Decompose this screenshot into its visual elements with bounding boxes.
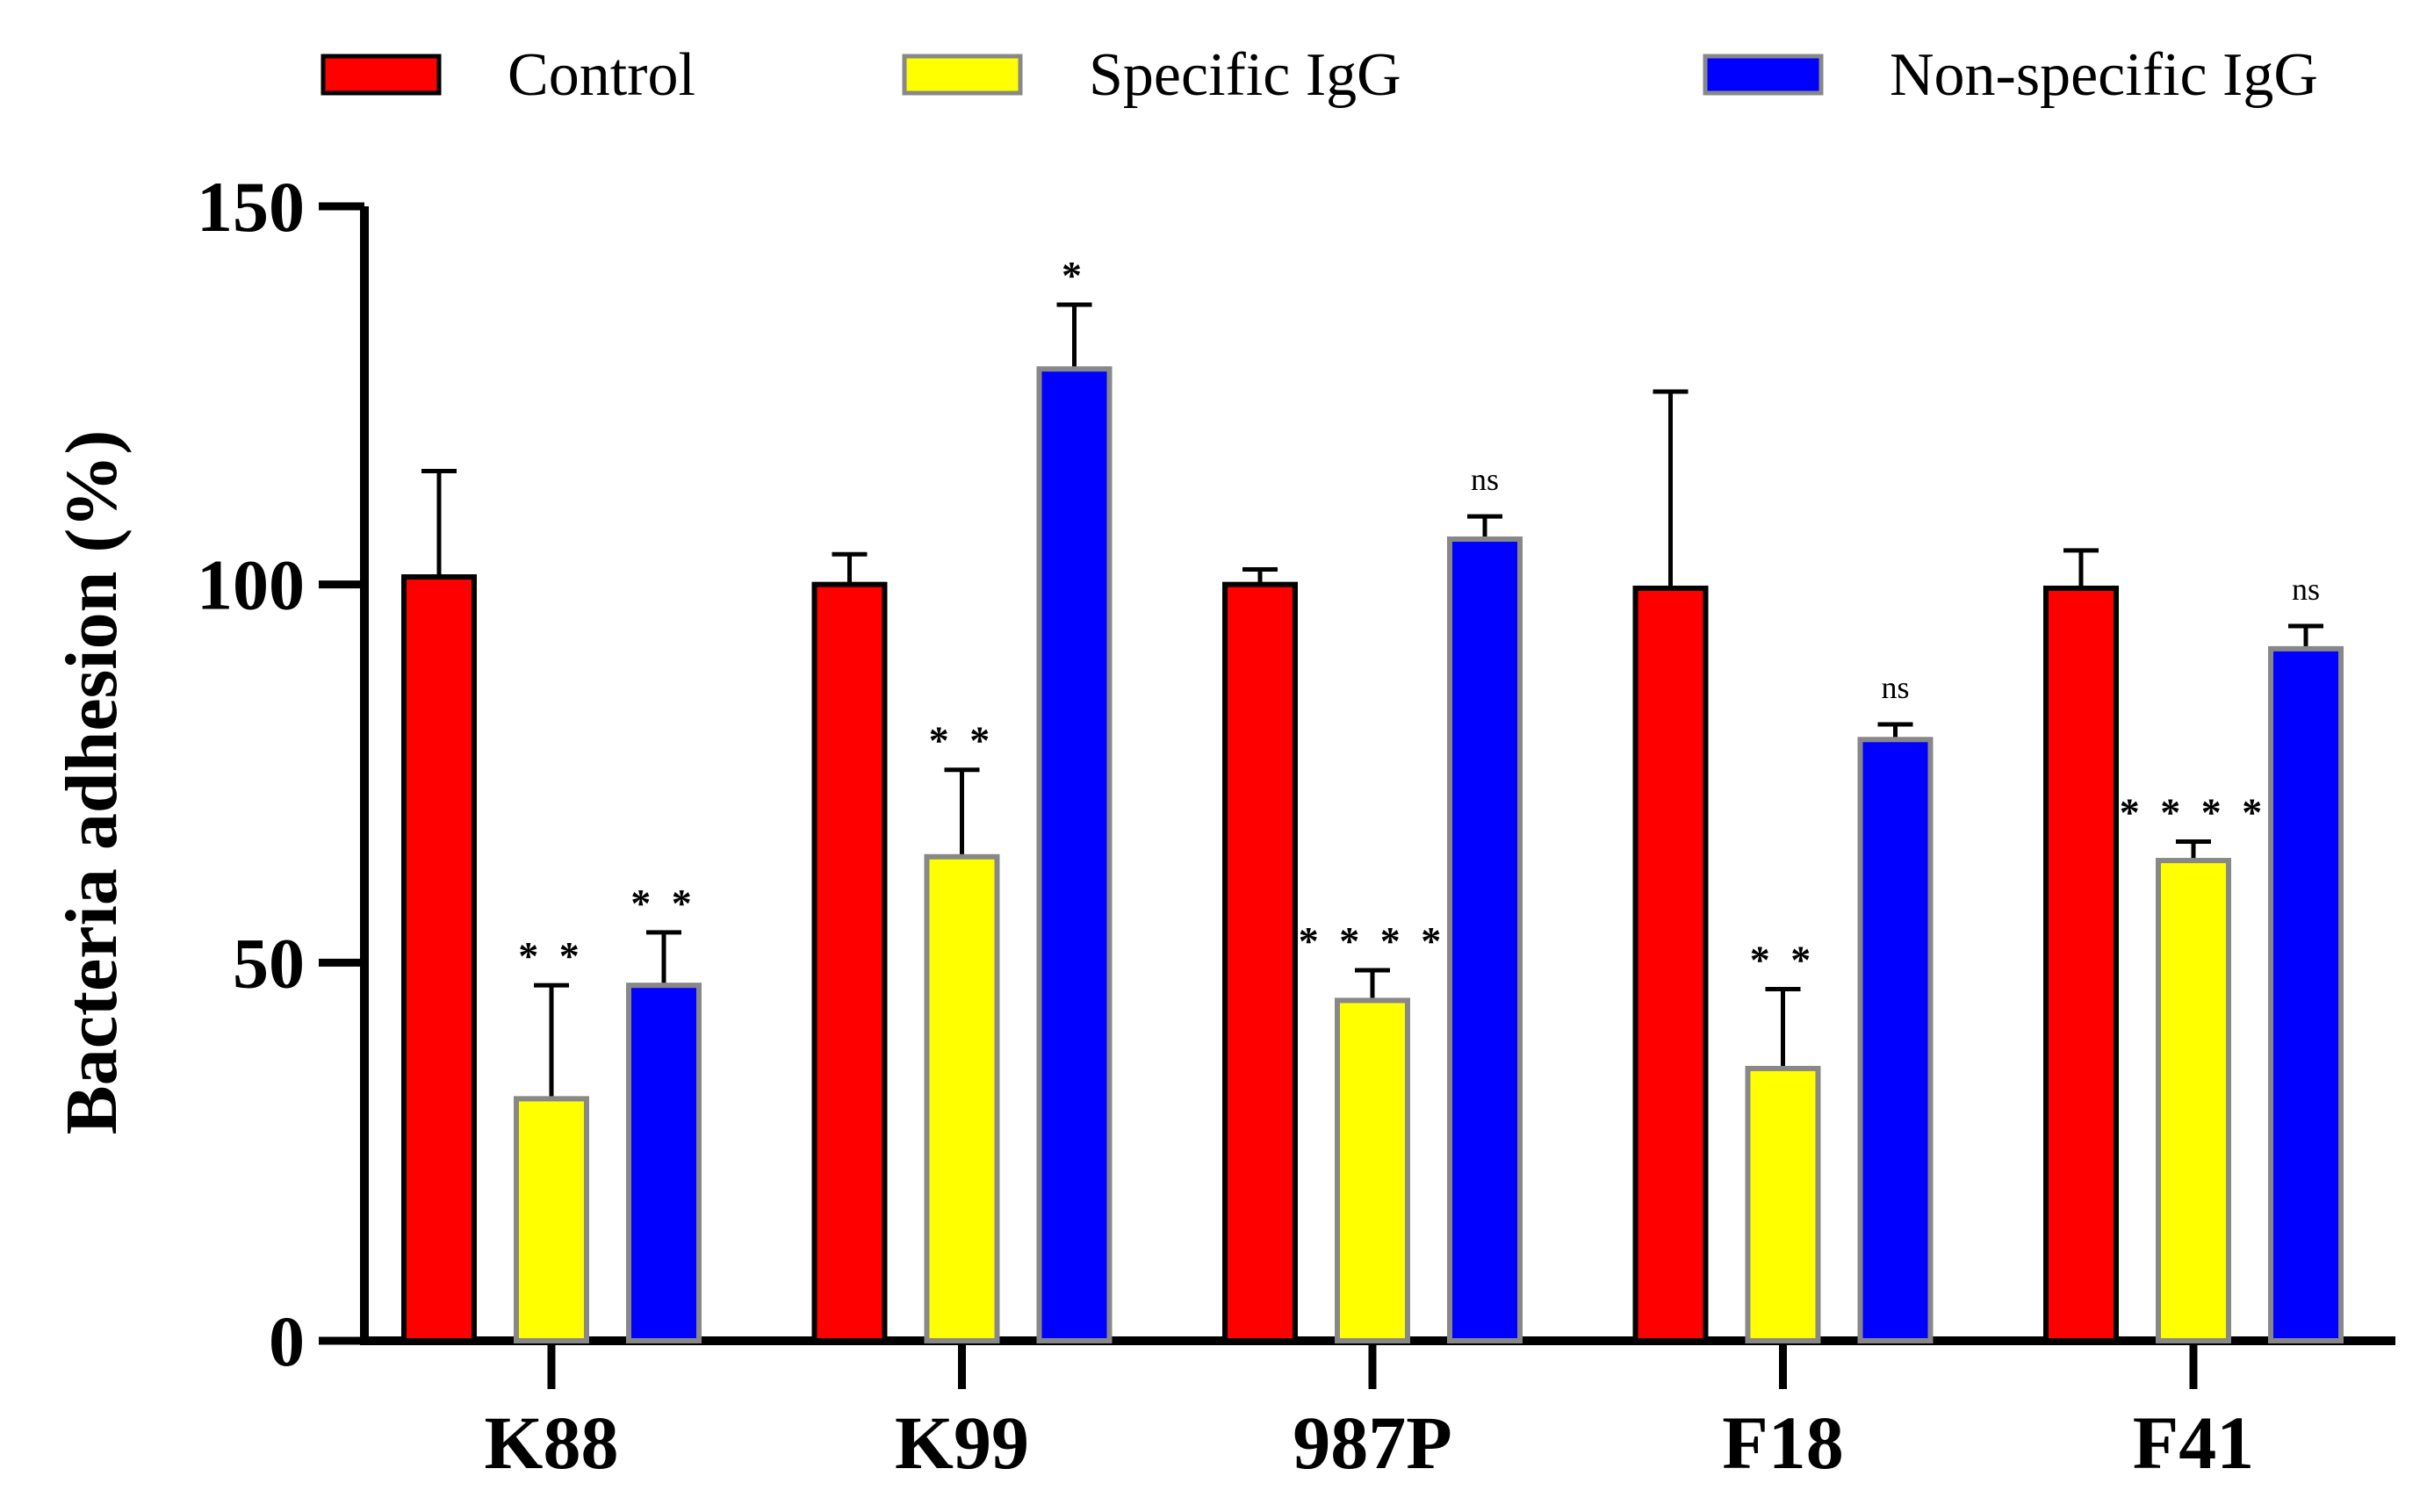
bar-f18-specific-igg — [1745, 1065, 1821, 1344]
y-tick-label: 50 — [233, 923, 305, 1003]
significance-label: ns — [2292, 572, 2320, 607]
bar-k88-non-specific-igg — [626, 983, 702, 1343]
y-axis-label: Bacteria adhesion (%) — [51, 430, 133, 1135]
significance-label: * * — [929, 718, 996, 763]
category-label: F41 — [2133, 1400, 2255, 1485]
legend-swatch-specific-igg — [902, 54, 1023, 96]
legend-swatch-control — [320, 54, 442, 96]
bar-f41-specific-igg — [2156, 858, 2231, 1343]
significance-label: * — [1062, 253, 1087, 298]
bars — [401, 302, 2344, 1344]
significance-label: ns — [1471, 462, 1499, 497]
labels: 0 50 100 150 Bacteria adhesion (%) * * * * K88 *… — [51, 167, 2320, 1485]
y-tick-label: 100 — [197, 545, 305, 625]
bar-987p-non-specific-igg — [1447, 536, 1523, 1343]
legend-swatch-non-specific-igg — [1703, 54, 1824, 96]
bar-f18-control — [1632, 585, 1709, 1343]
category-label: F18 — [1722, 1400, 1844, 1485]
significance-label: * * * * — [1299, 918, 1447, 963]
category-label: K88 — [485, 1400, 619, 1485]
significance-label: ns — [1881, 670, 1909, 705]
y-tick-label: 150 — [197, 167, 305, 247]
bar-k88-control — [401, 574, 477, 1343]
bar-987p-control — [1222, 581, 1298, 1343]
bar-f18-non-specific-igg — [1857, 737, 1934, 1343]
bar-k88-specific-igg — [514, 1096, 589, 1343]
category-label: 987P — [1293, 1400, 1452, 1485]
y-tick-label: 0 — [269, 1301, 305, 1381]
legend-label: Control — [508, 41, 695, 109]
bar-k99-specific-igg — [924, 853, 1000, 1343]
significance-label: * * — [630, 881, 697, 925]
legend: Control Specific IgG Non-specific IgG — [320, 41, 2318, 109]
significance-label: * * — [518, 933, 585, 978]
bar-k99-control — [811, 581, 888, 1343]
bar-987p-specific-igg — [1335, 997, 1410, 1344]
bar-k99-non-specific-igg — [1036, 366, 1113, 1344]
significance-label: * * * * — [2120, 790, 2268, 835]
legend-label: Non-specific IgG — [1890, 41, 2318, 109]
category-label: K99 — [895, 1400, 1029, 1485]
legend-label: Specific IgG — [1089, 41, 1401, 109]
significance-label: * * — [1750, 937, 1817, 982]
bar-f41-non-specific-igg — [2268, 645, 2344, 1343]
bar-f41-control — [2043, 585, 2119, 1343]
